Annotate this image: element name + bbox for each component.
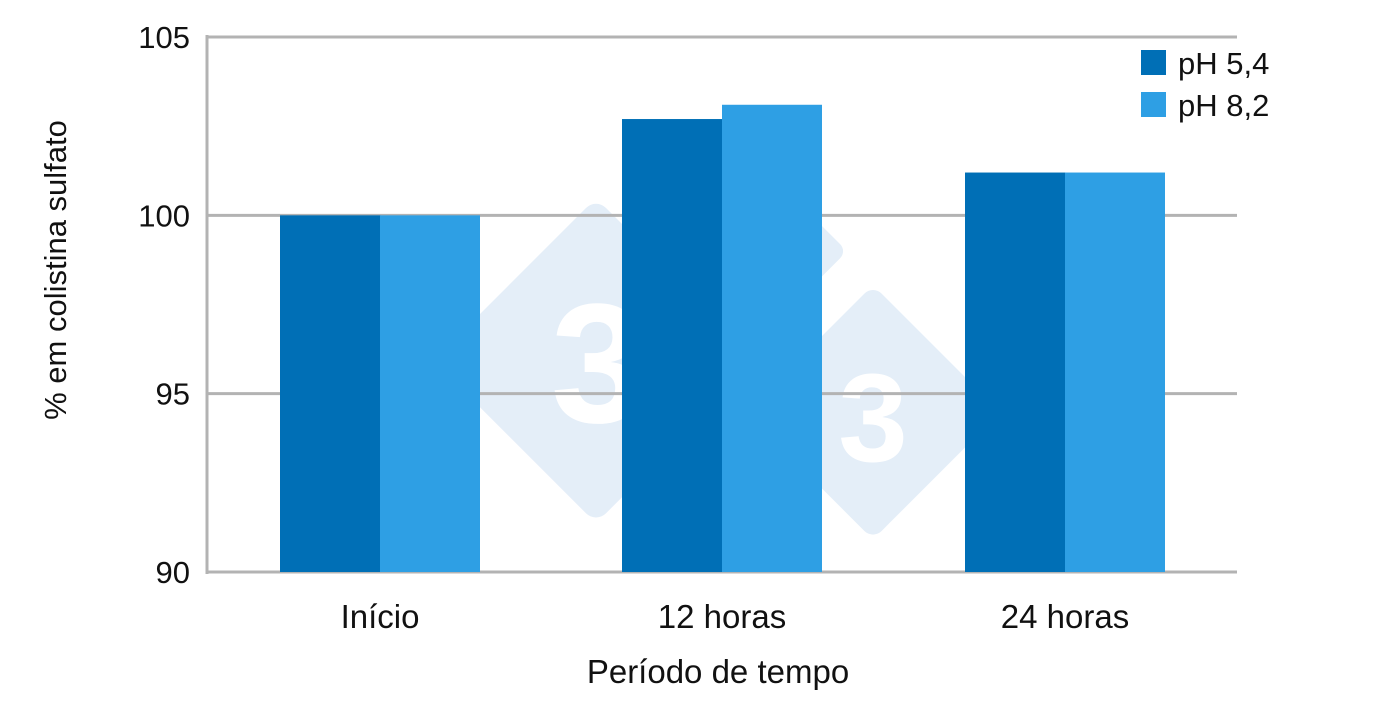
bar-ph-5-4 [280, 215, 381, 573]
y-axis-label: % em colistina sulfato [38, 120, 73, 420]
y-tick-label: 105 [138, 20, 190, 55]
bar-ph-5-4 [622, 119, 723, 573]
x-category-label: Início [341, 598, 420, 635]
y-tick-labels: 90 95 100 105 [138, 20, 190, 590]
x-category-label: 12 horas [658, 598, 786, 635]
x-category-label: 24 horas [1001, 598, 1129, 635]
bar-ph-8-2 [722, 104, 822, 573]
bar-ph-8-2 [380, 215, 480, 573]
y-tick-label: 100 [138, 198, 190, 233]
legend-swatch [1141, 50, 1166, 75]
legend-label: pH 8,2 [1178, 88, 1269, 123]
y-tick-label: 95 [156, 377, 190, 412]
legend-swatch [1141, 92, 1166, 117]
legend-label: pH 5,4 [1178, 46, 1269, 81]
svg-text:3: 3 [838, 349, 908, 488]
bar-ph-5-4 [965, 172, 1066, 573]
x-axis-label: Período de tempo [587, 653, 849, 690]
legend: pH 5,4 pH 8,2 [1141, 46, 1269, 123]
bars [280, 104, 1165, 573]
y-tick-label: 90 [156, 555, 190, 590]
bar-ph-8-2 [1065, 172, 1165, 573]
x-category-labels: Início 12 horas 24 horas [341, 598, 1130, 635]
